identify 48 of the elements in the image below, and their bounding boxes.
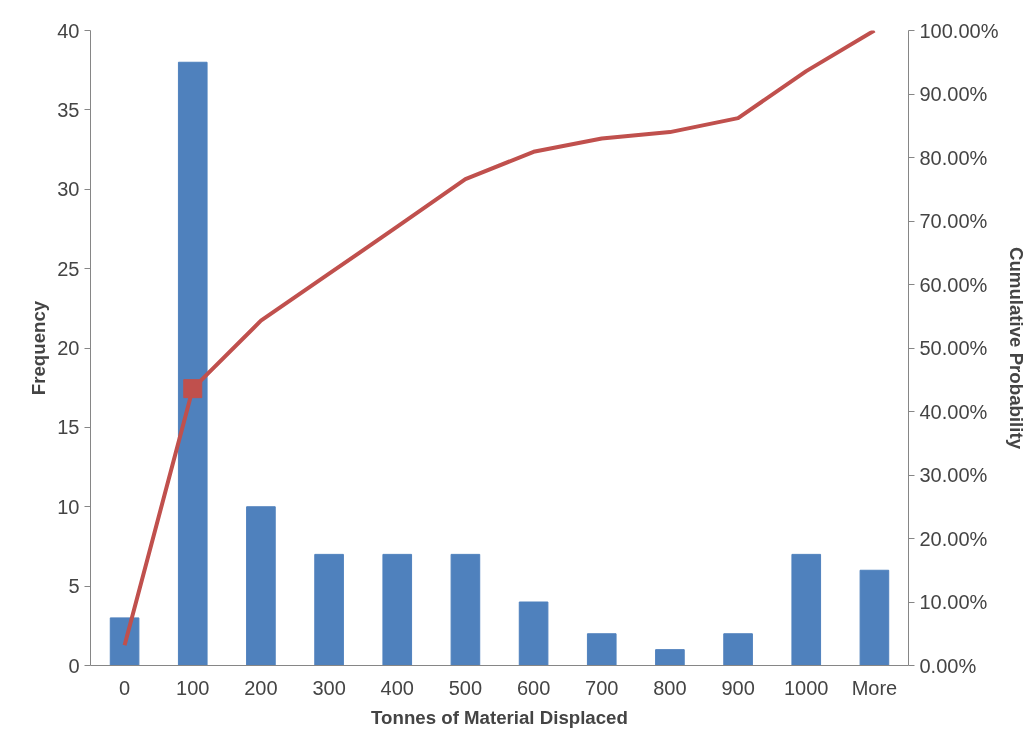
y-tick-label: 20 (57, 337, 80, 359)
bar (518, 601, 549, 666)
bar (791, 553, 822, 666)
x-tick-label: 1000 (784, 676, 829, 699)
y-tick-label: 15 (57, 416, 80, 439)
y2-tick-label: 70.00% (919, 210, 988, 232)
bar (246, 506, 276, 666)
y2-tick-label: 50.00% (919, 337, 988, 359)
y2-tick-label: 30.00% (919, 464, 988, 486)
x-tick-label: 200 (244, 676, 278, 699)
bar (382, 553, 413, 666)
bar (586, 633, 617, 666)
y2-tick-label: 60.00% (919, 273, 988, 296)
bar (859, 569, 890, 666)
y2-tick-label: 10.00% (919, 591, 988, 613)
y2-tick-label: 100.00% (919, 19, 999, 42)
y-tick-label: 40 (57, 19, 80, 42)
y-tick-label: 0 (68, 654, 80, 677)
x-tick-label: 700 (585, 676, 619, 699)
x-tick-label: 500 (448, 676, 483, 699)
x-tick-label: 100 (176, 676, 210, 699)
bar (109, 617, 140, 666)
x-tick-label: 800 (653, 676, 687, 699)
x-tick-label: 900 (721, 676, 755, 699)
y-tick-label: 35 (57, 98, 80, 121)
line-series (122, 30, 877, 648)
bar (314, 553, 344, 666)
bar (655, 649, 685, 666)
y2-axis-title: Cumulative Probability (1006, 246, 1028, 450)
x-tick-label: 300 (312, 676, 346, 699)
bar (723, 633, 753, 666)
x-tick-label: 0 (119, 676, 131, 699)
x-tick-label: 400 (380, 676, 414, 699)
x-tick-label: 600 (516, 676, 551, 699)
y-axis-title: Frequency (28, 300, 50, 396)
y2-tick-label: 80.00% (919, 146, 988, 169)
y-tick-label: 25 (57, 257, 80, 280)
y2-tick-label: 40.00% (919, 400, 988, 423)
y-tick-label: 10 (57, 495, 80, 518)
bar (177, 61, 208, 666)
x-tick-label: More (851, 676, 898, 699)
y2-tick-label: 0.00% (919, 654, 977, 677)
x-axis-title: Tonnes of Material Displaced (371, 706, 628, 728)
y-tick-label: 30 (57, 178, 80, 201)
bar (450, 553, 481, 666)
y2-tick-label: 90.00% (919, 83, 988, 105)
y-tick-label: 5 (68, 575, 80, 598)
y2-tick-label: 20.00% (919, 527, 988, 550)
